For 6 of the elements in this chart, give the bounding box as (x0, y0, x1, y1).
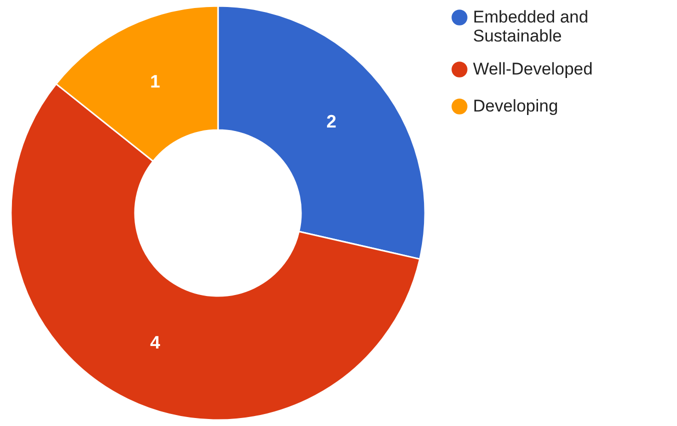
legend-label: Developing (473, 96, 558, 116)
legend-label: Embedded and Sustainable (473, 8, 588, 46)
data-label: 2 (326, 112, 336, 132)
data-label: 1 (150, 71, 160, 92)
data-label: 4 (150, 332, 160, 353)
legend-label: Well-Developed (473, 60, 593, 78)
